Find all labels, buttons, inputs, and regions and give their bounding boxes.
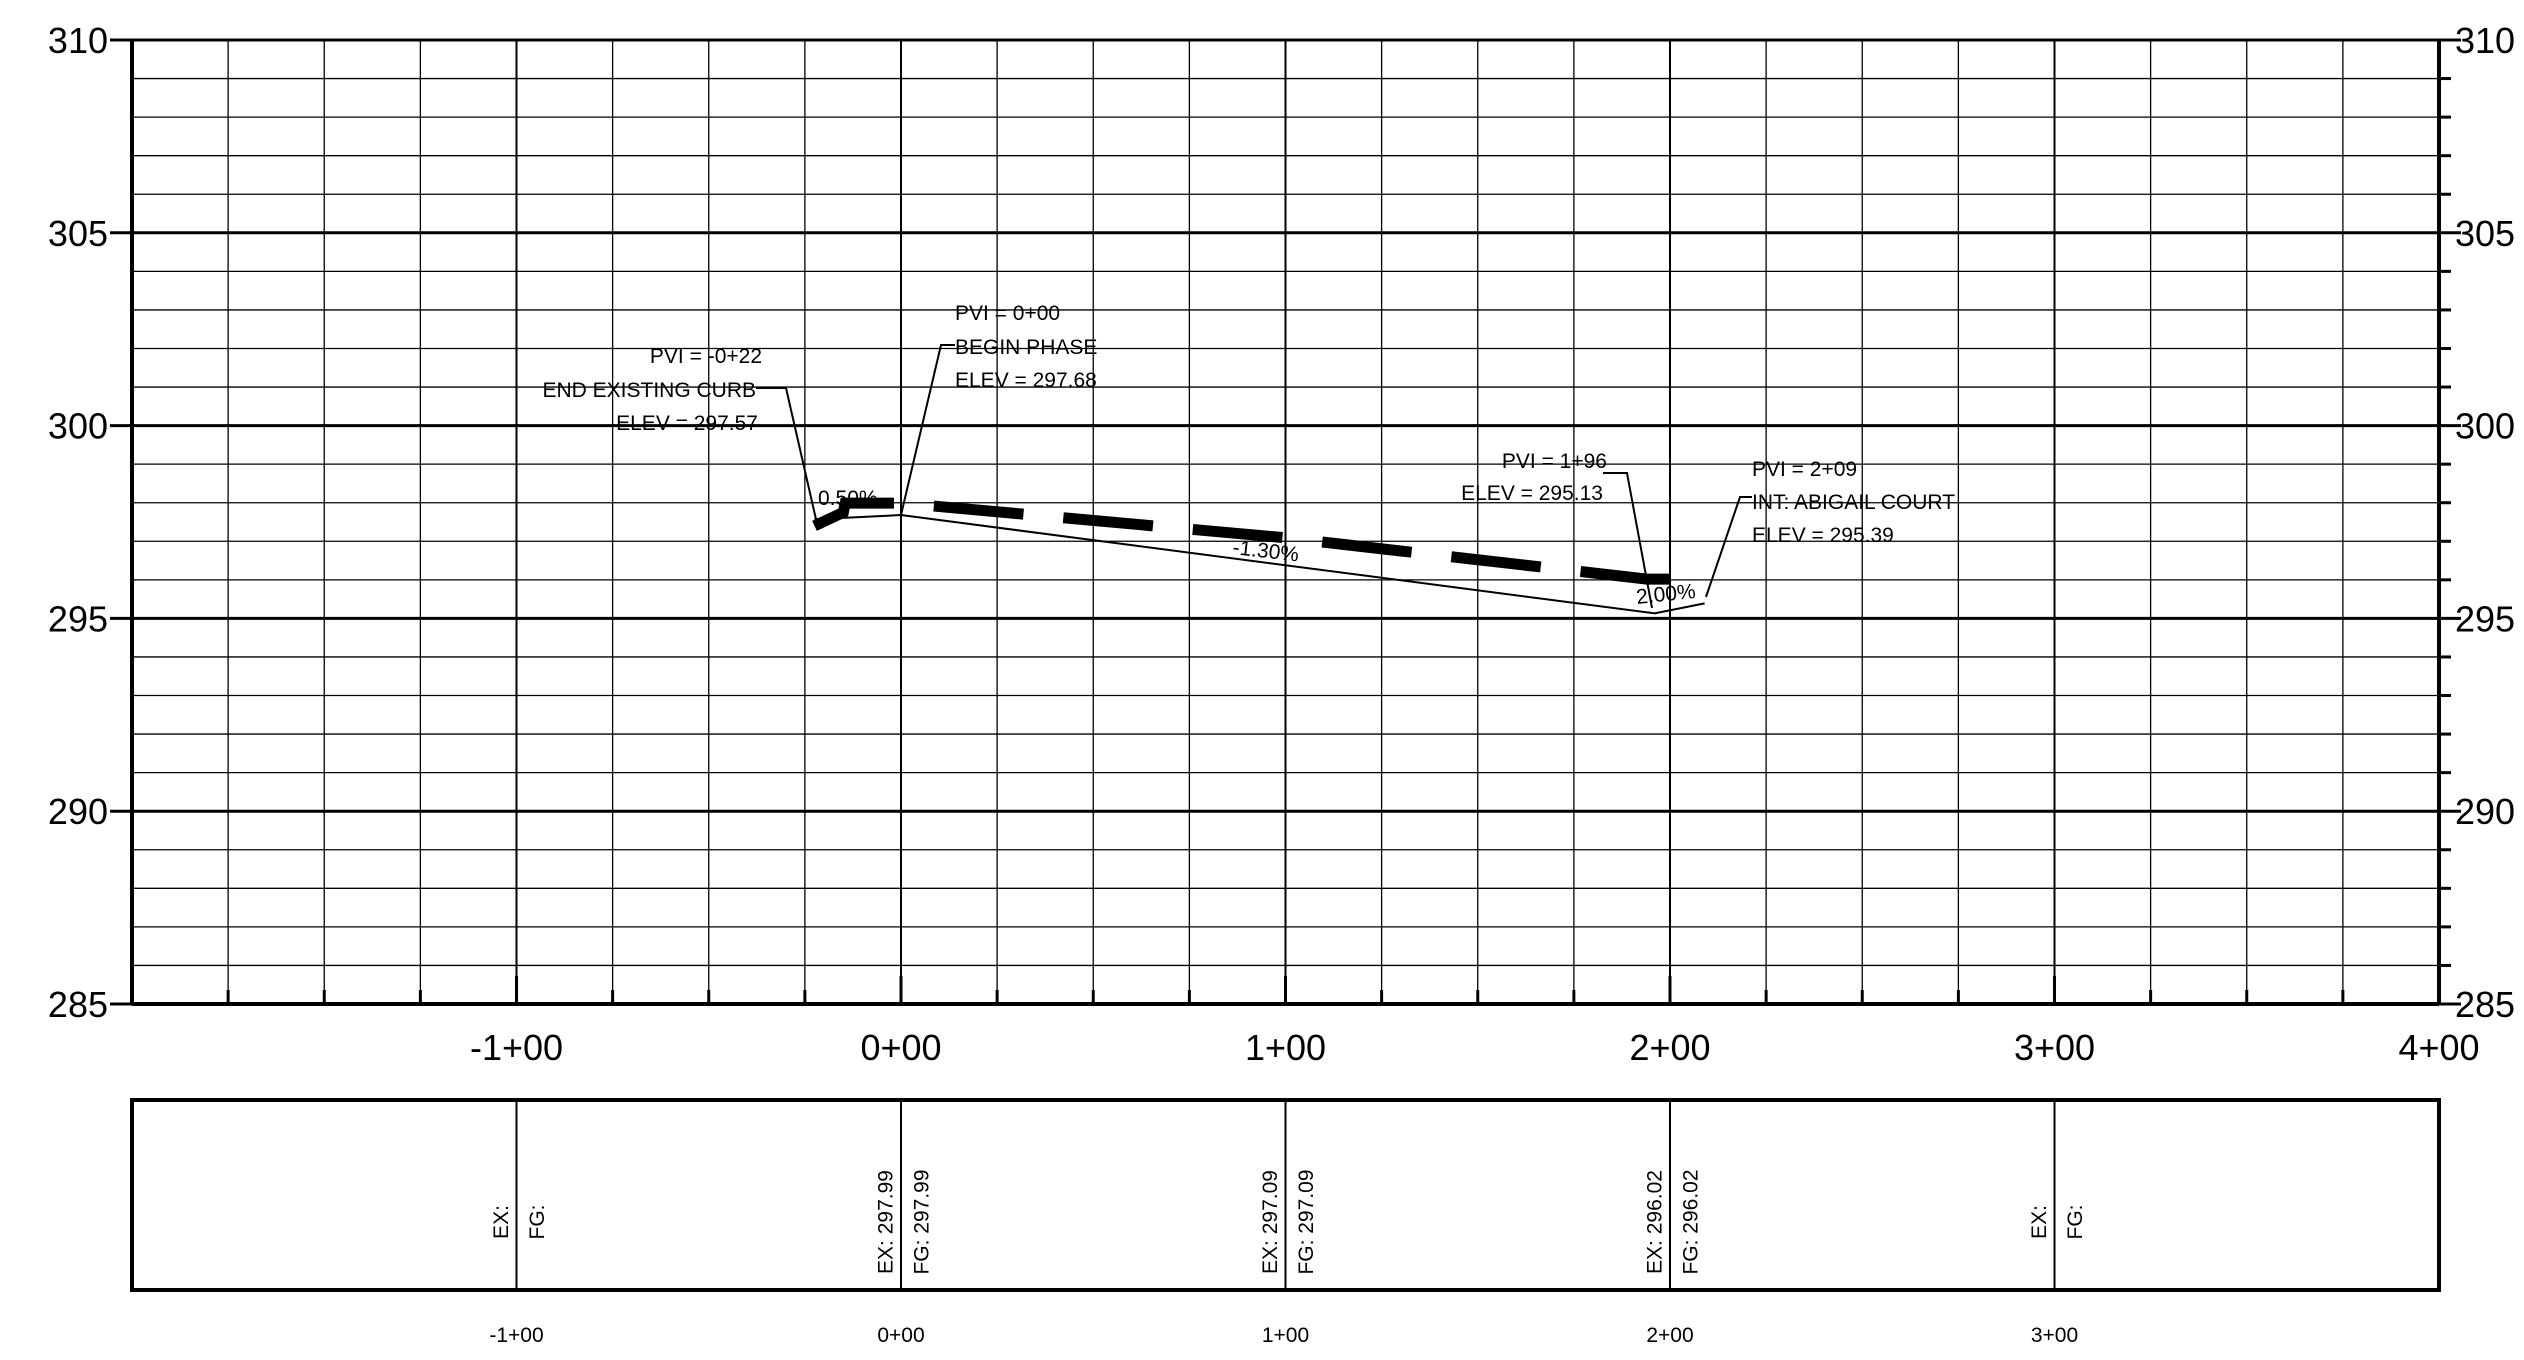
- leader-line: [900, 344, 955, 516]
- callout-line: PVI = 2+09: [1752, 458, 1857, 481]
- elevation-labels-right: 310 305 300 295 290 285: [2455, 20, 2515, 1025]
- elevation-labels-left: 310 305 300 295 290 285: [48, 20, 108, 1025]
- station-label: 0+00: [860, 1027, 941, 1068]
- pvi-callout-low-point: PVI = 1+96 ELEV = 295.13: [1461, 450, 1653, 609]
- elevation-label: 295: [2455, 598, 2515, 639]
- station-label: -1+00: [470, 1027, 563, 1068]
- callout-line: ELEV = 295.39: [1752, 524, 1894, 547]
- band-ex-value: EX: 297.99: [875, 1170, 898, 1274]
- station-label: 2+00: [1629, 1027, 1710, 1068]
- elevation-label: 305: [48, 213, 108, 254]
- leader-line: [1705, 496, 1752, 598]
- band-station-labels: -1+00 0+00 1+00 2+00 3+00: [489, 1324, 2078, 1347]
- elevation-data-band: EX: FG: EX: 297.99 FG: 297.99 EX: 297.09 FG: …: [130, 1098, 2441, 1292]
- leader-line: [1603, 472, 1653, 609]
- callout-line: END EXISTING CURB: [542, 379, 756, 402]
- band-fg-value: FG: 296.02: [1680, 1169, 1703, 1274]
- station-labels: -1+00 0+00 1+00 2+00 3+00 4+00: [470, 1027, 2480, 1068]
- band-ex-value: EX:: [2028, 1205, 2051, 1239]
- elevation-label: 300: [2455, 406, 2515, 447]
- band-fg-value: FG:: [526, 1205, 549, 1240]
- band-station-label: 1+00: [1262, 1324, 1309, 1347]
- callout-line: ELEV = 295.13: [1461, 482, 1603, 505]
- elevation-label: 290: [2455, 791, 2515, 832]
- station-label: 3+00: [2014, 1027, 2095, 1068]
- station-label: 4+00: [2398, 1027, 2479, 1068]
- band-fg-value: FG:: [2064, 1205, 2087, 1240]
- callout-line: PVI = 0+00: [955, 302, 1060, 325]
- band-ex-value: EX:: [490, 1205, 513, 1239]
- elevation-label: 285: [2455, 984, 2515, 1025]
- band-ex-value: EX: 296.02: [1644, 1170, 1667, 1274]
- axis-ticks: [110, 38, 2461, 1006]
- callout-line: ELEV = 297.68: [955, 369, 1097, 392]
- leader-line: [756, 387, 819, 529]
- elevation-label: 300: [48, 406, 108, 447]
- band-ex-value: EX: 297.09: [1259, 1170, 1282, 1274]
- callout-line: INT: ABIGAIL COURT: [1752, 491, 1955, 514]
- finished-grade-line: [812, 497, 1705, 585]
- station-label: 1+00: [1245, 1027, 1326, 1068]
- profile-grid: [132, 38, 2439, 1006]
- band-fg-value: FG: 297.09: [1295, 1169, 1318, 1274]
- band-station-label: -1+00: [489, 1324, 543, 1347]
- band-fg-value: FG: 297.99: [911, 1169, 934, 1274]
- grade-label-0-50: 0.50%: [818, 487, 878, 510]
- elevation-label: 305: [2455, 213, 2515, 254]
- elevation-label: 285: [48, 984, 108, 1025]
- callout-line: ELEV = 297.57: [616, 412, 758, 435]
- band-station-label: 3+00: [2031, 1324, 2078, 1347]
- elevation-label: 310: [2455, 20, 2515, 61]
- band-station-label: 2+00: [1646, 1324, 1693, 1347]
- elevation-label: 310: [48, 20, 108, 61]
- callout-line: PVI = 1+96: [1502, 450, 1607, 473]
- band-station-label: 0+00: [877, 1324, 924, 1347]
- existing-ground-line: [814, 514, 1705, 615]
- callout-line: PVI = -0+22: [650, 345, 762, 368]
- elevation-label: 290: [48, 791, 108, 832]
- elevation-label: 295: [48, 598, 108, 639]
- callout-line: BEGIN PHASE: [955, 336, 1097, 359]
- profile-lines: [812, 497, 1705, 615]
- pvi-callout-start-curb: PVI = -0+22 END EXISTING CURB ELEV = 297…: [542, 345, 819, 529]
- pvi-callout-begin-phase: PVI = 0+00 BEGIN PHASE ELEV = 297.68: [900, 302, 1097, 516]
- pvi-callout-abigail-court: PVI = 2+09 INT: ABIGAIL COURT ELEV = 295…: [1705, 458, 1955, 598]
- grade-label-2-00: 2.00%: [1635, 580, 1697, 609]
